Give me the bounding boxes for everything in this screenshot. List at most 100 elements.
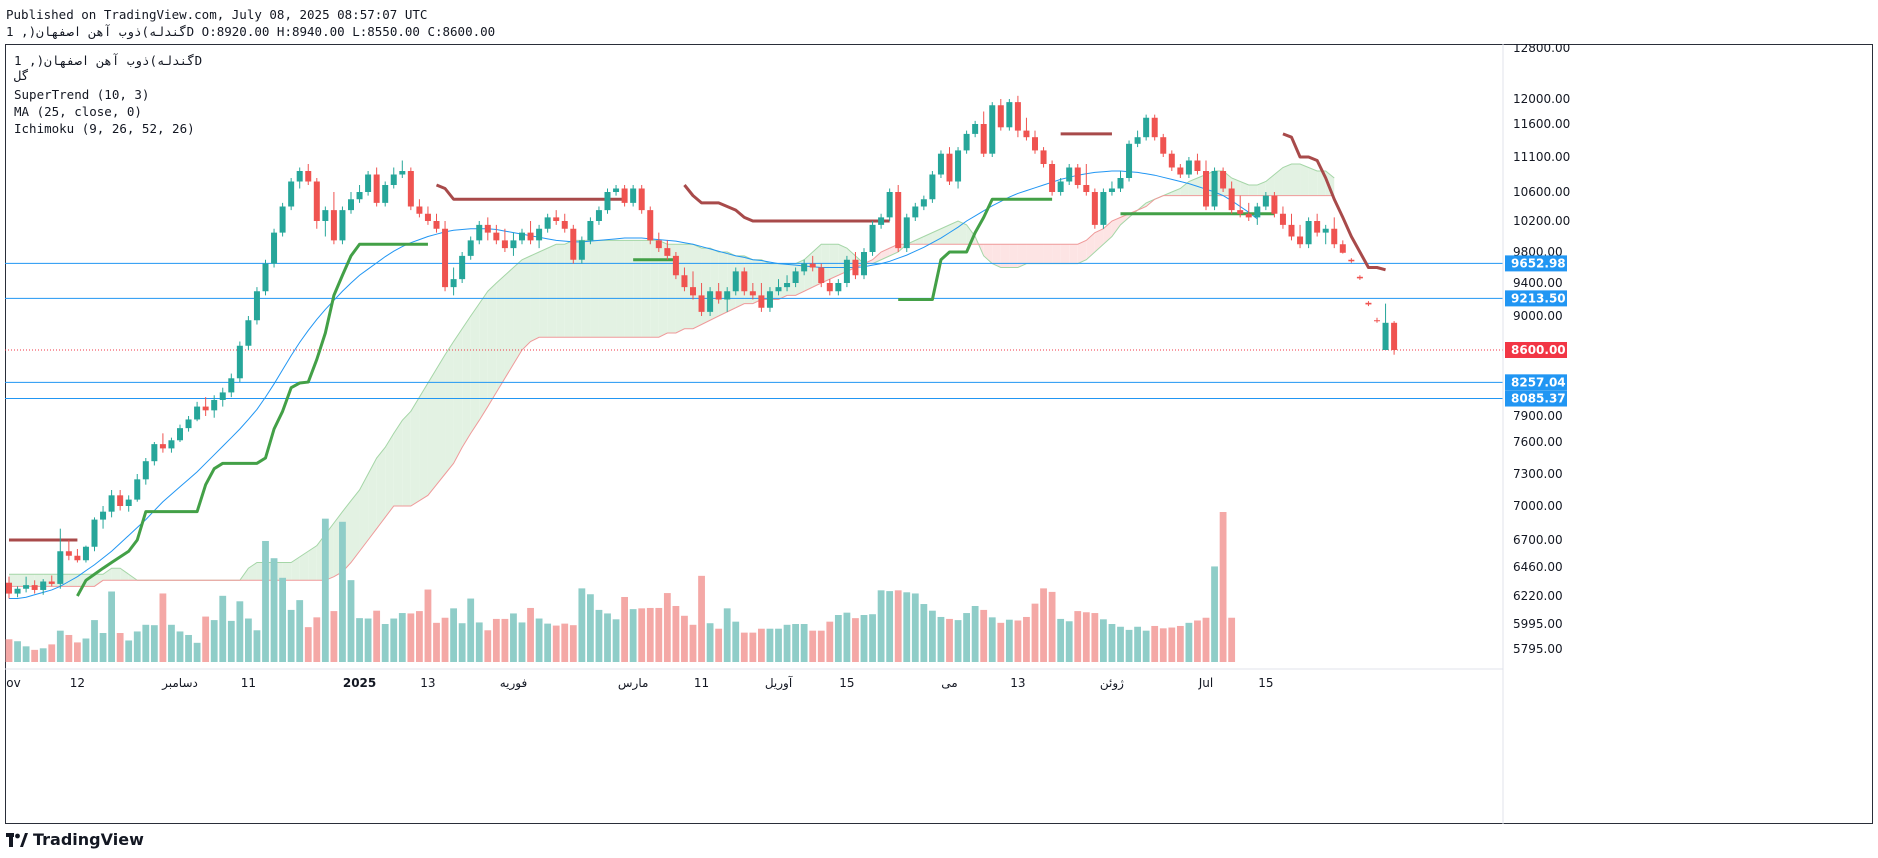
candle-body — [1168, 153, 1175, 168]
candle-body — [356, 192, 363, 200]
cloud-segment — [1060, 244, 1070, 264]
ichimoku-span-a — [9, 163, 1335, 581]
candle-body — [655, 240, 662, 249]
cloud-segment — [1017, 244, 1027, 268]
volume-bar — [390, 618, 398, 662]
candle-body — [1023, 130, 1030, 138]
cloud-segment — [735, 255, 745, 308]
volume-bar — [783, 624, 791, 662]
candle-body — [1074, 167, 1081, 185]
price-line-label: 9213.50 — [1511, 291, 1566, 305]
candle-body — [690, 287, 696, 296]
candle-body — [313, 181, 320, 221]
candle-body — [1322, 228, 1329, 233]
time-tick-label: Nov — [5, 676, 21, 690]
volume-bar — [185, 634, 192, 662]
cloud-segment — [616, 240, 625, 338]
candle-body — [604, 192, 611, 211]
volume-bar — [475, 622, 483, 662]
volume-bar — [287, 609, 295, 662]
price-line-label: 8257.04 — [1511, 375, 1566, 389]
candle-body — [1091, 192, 1098, 225]
legend-ma[interactable]: MA (25, close, 0) — [14, 104, 142, 119]
cloud-segment — [453, 328, 463, 464]
volume-bar — [894, 590, 902, 662]
candle-body — [117, 495, 124, 506]
time-tick-label: آوریل — [765, 675, 793, 691]
footer-brand[interactable]: TradingView — [6, 830, 144, 849]
candle-body — [1271, 195, 1278, 214]
price-tick-label: 9400.00 — [1513, 276, 1563, 290]
volume-bar — [1202, 617, 1210, 662]
volume-bar — [1091, 613, 1099, 662]
candle-body — [664, 248, 671, 256]
cloud-segment — [958, 221, 967, 245]
candle-body — [578, 240, 585, 260]
volume-bar — [869, 614, 876, 662]
cloud-segment — [376, 447, 386, 529]
volume-bar — [1151, 625, 1159, 662]
candles — [6, 95, 1398, 599]
legend-supertrend[interactable]: SuperTrend (10, 3) — [14, 87, 150, 102]
price-line-tag — [1505, 390, 1567, 407]
candle-body — [407, 171, 414, 207]
volume-bar — [663, 593, 671, 662]
volume-bar — [1082, 612, 1090, 662]
cloud-segment — [427, 368, 437, 496]
cloud-segment — [1291, 164, 1301, 196]
volume-bar — [108, 591, 115, 662]
candle-body — [818, 267, 825, 283]
volume-bar — [1057, 618, 1065, 662]
cloud-segment — [1317, 171, 1326, 196]
volume-bar — [159, 593, 167, 662]
time-tick-label: دسامبر — [161, 676, 198, 691]
volume-bar — [99, 633, 107, 662]
candle-body — [65, 551, 72, 556]
cloud-segment — [1026, 244, 1035, 264]
cloud-segment — [1077, 240, 1087, 264]
volume-bar — [304, 627, 312, 662]
volume-bar — [621, 596, 628, 662]
cloud-segment — [68, 574, 78, 587]
candle-body — [878, 217, 885, 225]
candle-body — [536, 228, 543, 241]
candle-body — [1356, 276, 1363, 279]
volume-bar — [133, 631, 141, 662]
candle-body — [40, 581, 47, 590]
last-price-tag — [1505, 342, 1567, 358]
volume-bar — [39, 648, 47, 662]
price-chart[interactable]: 12800.00 12000.00 11600.00 11100.00 10600.00… — [5, 44, 1873, 824]
price-tick-label: 7300.00 — [1513, 467, 1563, 481]
cloud-segment — [539, 248, 548, 338]
supertrend-segment — [1282, 132, 1386, 272]
cloud-segment — [633, 240, 642, 338]
candle-body — [424, 213, 431, 221]
candle-body — [262, 263, 269, 292]
cloud-segment — [641, 240, 651, 338]
price-tick-label: 6700.00 — [1513, 533, 1563, 547]
legend-ichimoku[interactable]: Ichimoku (9, 26, 52, 26) — [14, 121, 195, 136]
candle-body — [1220, 171, 1227, 189]
candle-body — [895, 192, 902, 249]
supertrend-segment — [683, 184, 890, 223]
cloud-segment — [17, 574, 27, 587]
cloud-segment — [291, 556, 300, 581]
candle-body — [1032, 137, 1038, 151]
volume-bar — [142, 624, 150, 662]
candle-body — [382, 185, 389, 203]
volume-bar — [407, 613, 415, 662]
cloud-segment — [658, 240, 668, 338]
candle-body — [296, 171, 303, 182]
cloud-segment — [479, 291, 488, 421]
legend-symbol[interactable]: گندله)ذوب آهن اصفهان(, 1D — [14, 53, 203, 68]
candle-body — [784, 283, 791, 288]
candle-body — [57, 551, 64, 584]
cloud-segment — [564, 240, 574, 338]
candle-body — [826, 283, 833, 292]
cloud-segment — [1171, 188, 1181, 196]
volume-bar — [612, 619, 620, 662]
volume-bar — [1211, 566, 1218, 662]
cloud-segment — [1300, 164, 1309, 196]
candle-body — [151, 444, 158, 462]
chart-frame — [5, 44, 1873, 824]
